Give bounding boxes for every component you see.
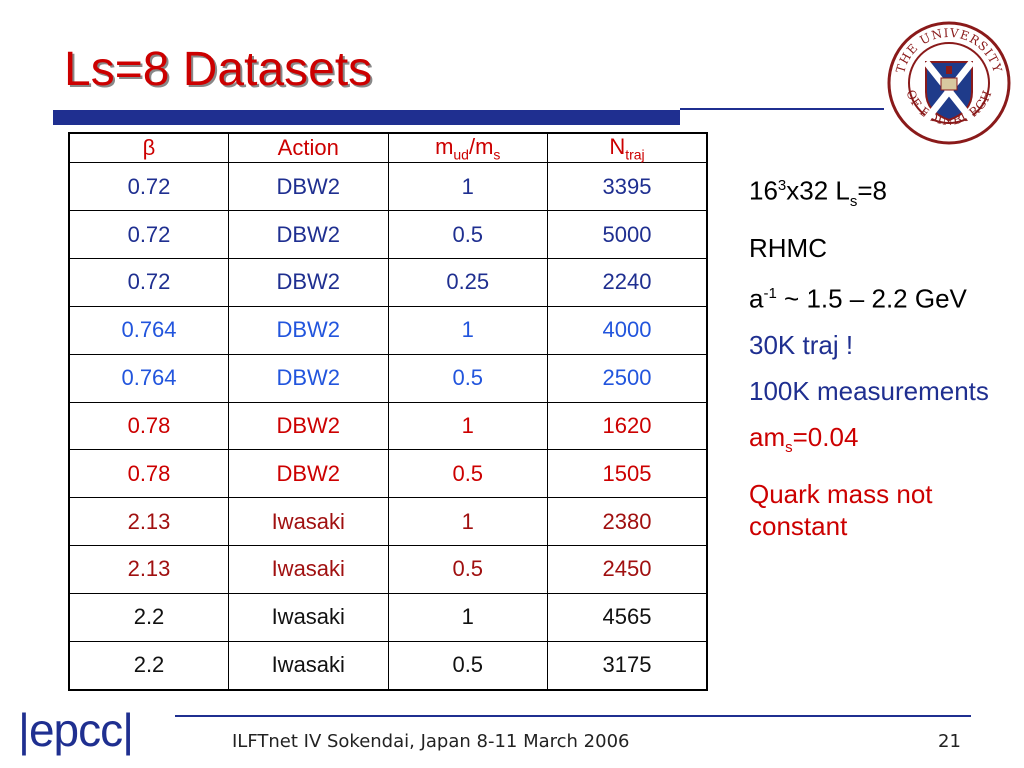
table-header-row: β Action mud/ms Ntraj: [68, 132, 708, 164]
header-ntraj: Ntraj: [547, 132, 708, 164]
university-crest-logo: THE UNIVERSITY OF EDINBURGH: [887, 21, 1011, 145]
lattice-size-note: 163x32 Ls=8: [749, 175, 888, 210]
side-notes: 163x32 Ls=8 RHMC a-1 ~ 1.5 – 2.2 GeV 30K…: [749, 170, 989, 556]
slide-title: Ls=8 Datasets: [64, 43, 373, 96]
strange-mass-note: ams=0.04: [749, 421, 859, 456]
table-row: 2.13 Iwasaki 0.5 2450: [68, 545, 708, 594]
measurements-note: 100K measurements: [749, 375, 989, 406]
header-beta: β: [68, 132, 229, 164]
lattice-spacing-note: a-1 ~ 1.5 – 2.2 GeV: [749, 283, 967, 314]
table-row: 0.78 DBW2 0.5 1505: [68, 449, 708, 499]
rhmc-note: RHMC: [749, 232, 827, 263]
footer-rule: [175, 715, 971, 717]
datasets-table: β Action mud/ms Ntraj 0.72 DBW2 1 3395 0.72…: [68, 132, 708, 691]
epcc-logo: |epcc|: [18, 704, 134, 756]
title-underline-bar: [53, 110, 680, 125]
table-row: 2.2 Iwasaki 0.5 3175: [68, 640, 708, 691]
header-mass-ratio: mud/ms: [387, 132, 548, 164]
table-row: 0.78 DBW2 1 1620: [68, 401, 708, 451]
table-row: 0.764 DBW2 1 4000: [68, 305, 708, 355]
header-action: Action: [228, 132, 389, 164]
table-row: 0.72 DBW2 0.25 2240: [68, 258, 708, 307]
table-row: 2.2 Iwasaki 1 4565: [68, 592, 708, 642]
table-row: 0.72 DBW2 0.5 5000: [68, 210, 708, 260]
title-underline-thin: [680, 108, 884, 110]
table-row: 0.72 DBW2 1 3395: [68, 162, 708, 212]
table-row: 0.764 DBW2 0.5 2500: [68, 353, 708, 403]
footer-text: ILFTnet IV Sokendai, Japan 8-11 March 20…: [232, 731, 630, 752]
table-row: 2.13 Iwasaki 1 2380: [68, 497, 708, 547]
quark-mass-note: Quark mass not constant: [749, 478, 933, 541]
traj-count-note: 30K traj !: [749, 329, 854, 360]
page-number: 21: [938, 731, 961, 752]
